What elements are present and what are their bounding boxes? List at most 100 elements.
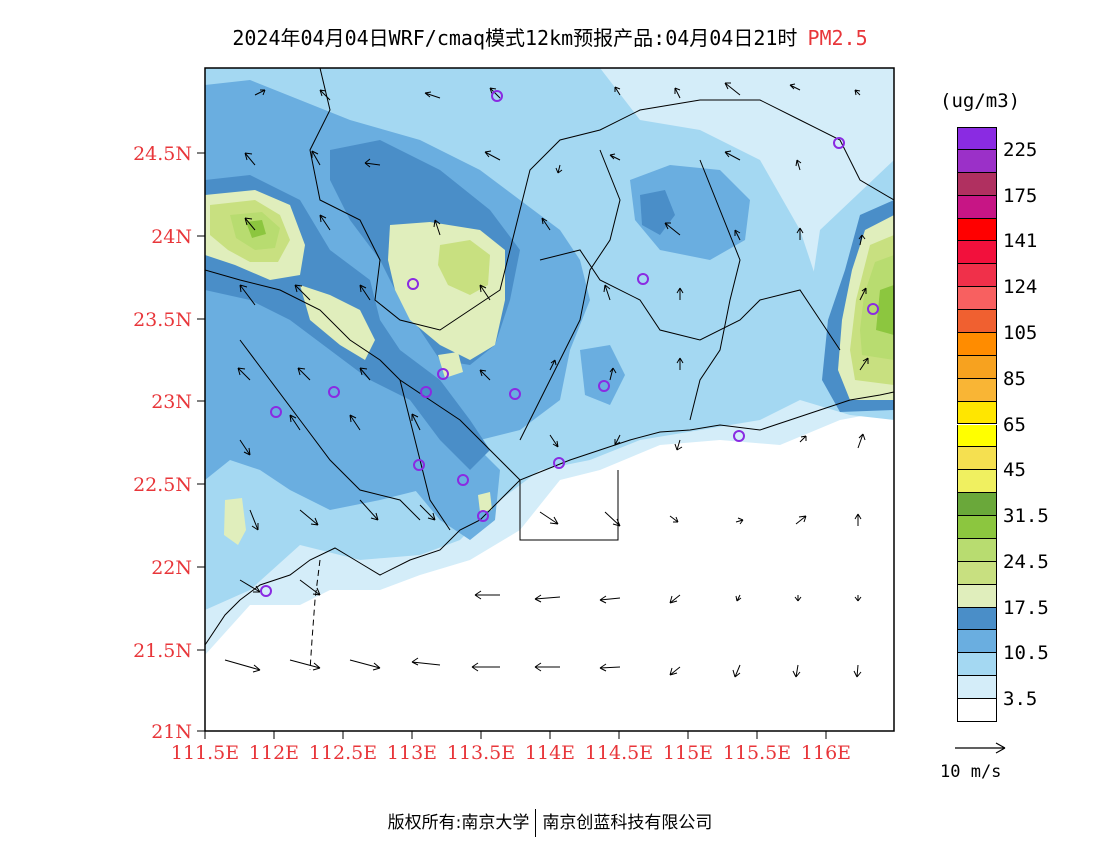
station-marker <box>477 510 489 522</box>
colorbar-swatch <box>957 630 997 654</box>
colorbar-tick-label: 3.5 <box>1003 688 1038 711</box>
hk-box <box>519 470 619 541</box>
colorbar-swatch <box>957 378 997 402</box>
station-marker <box>833 137 845 149</box>
colorbar-swatch <box>957 516 997 539</box>
colorbar-swatch <box>957 470 997 494</box>
lon-label: 111.5E <box>171 742 239 764</box>
colorbar-swatch <box>957 218 997 242</box>
colorbar-swatch <box>957 149 997 173</box>
boundary-lines <box>205 68 894 671</box>
station-marker <box>457 474 469 486</box>
colorbar-swatch <box>957 401 997 425</box>
lat-label: 23.5N <box>133 309 192 331</box>
field-band-medium-d <box>580 345 625 405</box>
wind-reference-arrow <box>955 742 1006 754</box>
station-marker <box>733 430 745 442</box>
station-marker <box>407 278 419 290</box>
lon-label: 116E <box>801 742 851 764</box>
lon-label: 114E <box>525 742 575 764</box>
colorbar-swatch <box>957 424 997 448</box>
colorbar-tick-label: 85 <box>1003 367 1026 390</box>
colorbar-swatch <box>957 172 997 196</box>
colorbar-unit: (ug/m3) <box>940 90 1021 112</box>
colorbar-tick-label: 175 <box>1003 184 1038 207</box>
lon-labels: 111.5E 112E 112.5E 113E 113.5E 114E 114.… <box>171 742 851 764</box>
copyright-footer: 版权所有:南京大学 南京创蓝科技有限公司 <box>0 808 1100 837</box>
station-marker <box>437 368 449 380</box>
colorbar-tick-label: 141 <box>1003 230 1038 253</box>
lat-label: 23N <box>151 391 192 413</box>
colorbar-swatch <box>957 310 997 333</box>
lat-label: 24N <box>151 226 192 248</box>
lon-label: 114.5E <box>585 742 653 764</box>
station-marker <box>420 386 432 398</box>
county-lines-d <box>239 339 421 521</box>
lon-label: 115E <box>663 742 713 764</box>
county-lines-b <box>519 149 621 441</box>
station-marker <box>553 457 565 469</box>
field-band-pale-green-hk <box>478 492 492 512</box>
colorbar-swatch <box>957 127 997 150</box>
lat-label: 21N <box>151 721 192 743</box>
station-marker <box>509 388 521 400</box>
colorbar-tick-label: 124 <box>1003 276 1038 299</box>
map-title: 2024年04月04日WRF/cmaq模式12km预报产品:04月04日21时 P… <box>0 22 1100 51</box>
station-marker <box>260 585 272 597</box>
leizhou-line <box>309 559 321 671</box>
title-main: 2024年04月04日WRF/cmaq模式12km预报产品:04月04日21时 <box>232 26 798 50</box>
colorbar-tick-label: 65 <box>1003 413 1026 436</box>
colorbar-swatch <box>957 287 997 311</box>
station-marker <box>491 90 503 102</box>
field-band-green-dark-e <box>876 285 894 335</box>
field-band-pale-green-s <box>224 498 246 545</box>
title-pollutant: PM2.5 <box>807 26 868 50</box>
coastline <box>205 391 894 646</box>
lat-label: 24.5N <box>133 143 192 165</box>
lat-label: 21.5N <box>133 640 192 662</box>
colorbar-swatch <box>957 538 997 562</box>
colorbar-swatch <box>957 493 997 517</box>
colorbar-swatch <box>957 653 997 677</box>
colorbar-swatch <box>957 676 997 700</box>
station-marker <box>270 406 282 418</box>
station-marker <box>637 273 649 285</box>
county-lines-a <box>539 249 841 351</box>
county-lines-c <box>689 159 741 421</box>
colorbar-tick-label: 17.5 <box>1003 596 1049 619</box>
field-band-medium-b <box>630 165 750 260</box>
colorbar-tick-label: 105 <box>1003 321 1038 344</box>
concentration-field <box>205 68 894 731</box>
station-marker <box>598 380 610 392</box>
lon-label: 113.5E <box>447 742 515 764</box>
colorbar-swatch <box>957 584 997 608</box>
copyright-right: 南京创蓝科技有限公司 <box>542 813 713 833</box>
colorbar-tick-label: 10.5 <box>1003 642 1049 665</box>
colorbar-swatch <box>957 447 997 471</box>
copyright-divider <box>535 809 537 837</box>
colorbar-swatch <box>957 332 997 356</box>
colorbar-swatch <box>957 699 997 722</box>
field-band-pale-green-d <box>438 352 463 378</box>
lat-label: 22.5N <box>133 474 192 496</box>
lon-label: 115.5E <box>723 742 791 764</box>
colorbar-swatch <box>957 264 997 288</box>
colorbar-tick-label: 31.5 <box>1003 505 1049 528</box>
province-border-1 <box>309 68 894 331</box>
colorbar-tick-label: 45 <box>1003 459 1026 482</box>
lon-ticks <box>204 731 827 739</box>
colorbar-tick-label: 225 <box>1003 138 1038 161</box>
station-marker <box>413 459 425 471</box>
station-marker <box>328 386 340 398</box>
lon-label: 112.5E <box>309 742 377 764</box>
colorbar-tick-label: 24.5 <box>1003 550 1049 573</box>
colorbar-swatch <box>957 561 997 585</box>
colorbar-swatch <box>957 607 997 631</box>
field-band-light-green-c <box>438 240 490 295</box>
colorbar-swatch <box>957 195 997 219</box>
station-marker <box>867 303 879 315</box>
province-border-2 <box>205 269 521 481</box>
colorbar-swatch <box>957 241 997 265</box>
colorbar-swatch <box>957 355 997 379</box>
lat-labels: 24.5N 24N 23.5N 23N 22.5N 22N 21.5N 21N <box>133 143 192 743</box>
